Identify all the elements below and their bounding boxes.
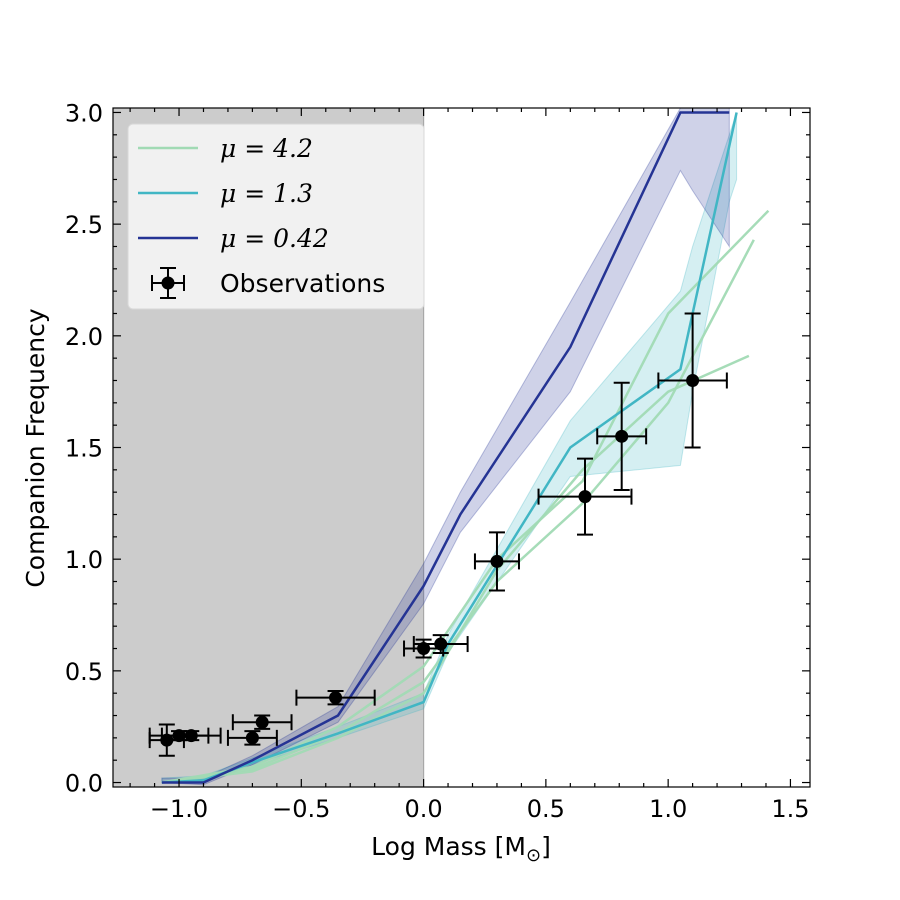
y-tick-label: 0.5 xyxy=(65,658,103,686)
legend-marker-observations xyxy=(151,267,185,299)
observation-point-11 xyxy=(657,312,728,449)
legend-box xyxy=(127,123,425,310)
y-tick-label: 2.0 xyxy=(65,323,103,351)
y-tick-label: 0.0 xyxy=(65,770,103,798)
band-series-2 xyxy=(161,108,730,786)
legend-label-mu-1-3: μ = 1.3 xyxy=(220,179,313,208)
legend-label-mu-4-2: μ = 4.2 xyxy=(220,134,313,163)
line-series-0-1 xyxy=(161,239,755,784)
legend-label-mu-0-42: μ = 0.42 xyxy=(220,224,329,253)
y-axis-label: Companion Frequency xyxy=(21,308,50,588)
y-tick-label: 1.5 xyxy=(65,435,103,463)
x-tick-label: −0.5 xyxy=(272,795,330,823)
y-tick-label: 3.0 xyxy=(65,99,103,127)
x-tick-label: 0.0 xyxy=(405,795,443,823)
y-tick-label: 1.0 xyxy=(65,546,103,574)
axis-ticks: −1.0 −0.5 0.0 0.5 1.0 1.5 0.0 0.5 1.0 1.5 2.0 2.5 3.… xyxy=(65,99,810,823)
legend-label-observations: Observations xyxy=(220,269,385,298)
observation-point-2 xyxy=(160,727,222,744)
line-series-2 xyxy=(161,111,730,784)
observation-point-3 xyxy=(226,729,278,746)
observation-point-5 xyxy=(295,689,376,706)
observation-point-7 xyxy=(412,634,469,654)
observation-point-10 xyxy=(596,381,648,491)
x-tick-label: 1.5 xyxy=(771,795,809,823)
x-axis-label: Log Mass [M⊙] xyxy=(371,832,551,866)
observation-point-9 xyxy=(537,457,633,536)
observation-point-8 xyxy=(473,531,520,592)
y-tick-label: 2.5 xyxy=(65,211,103,239)
legend: μ = 4.2 μ = 1.3 μ = 0.42 Observations xyxy=(127,123,425,310)
x-tick-label: 1.0 xyxy=(649,795,687,823)
line-series-0-2 xyxy=(161,209,770,784)
x-tick-label: −1.0 xyxy=(150,795,208,823)
observation-point-4 xyxy=(231,714,293,731)
x-tick-label: 0.5 xyxy=(527,795,565,823)
